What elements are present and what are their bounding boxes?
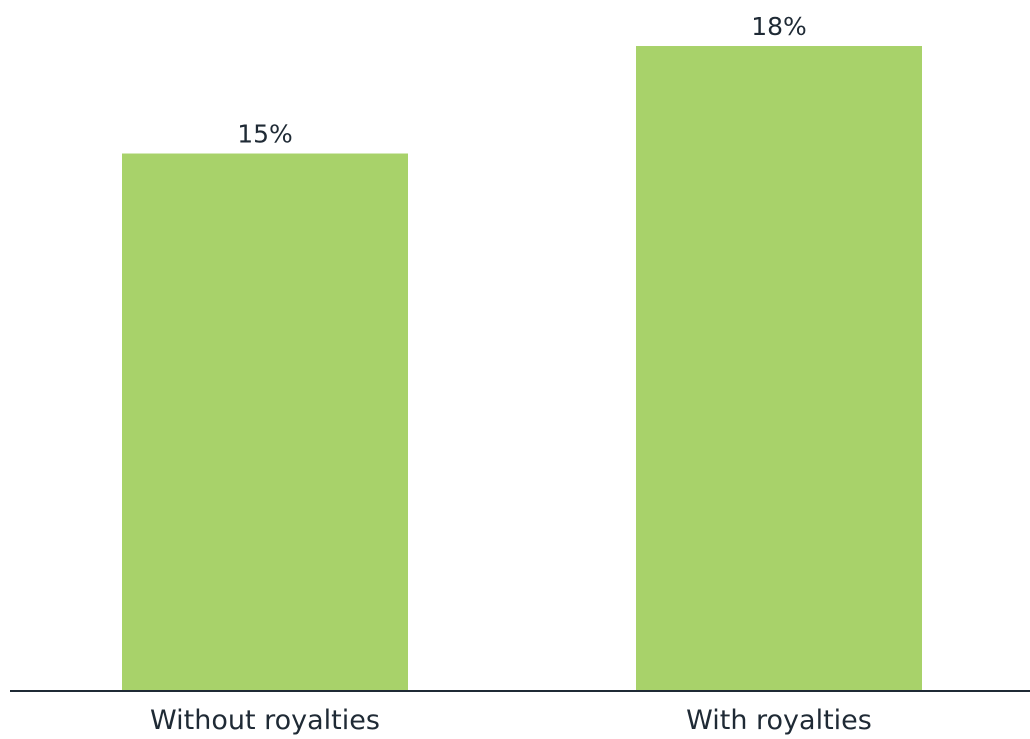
value-labels-group: 15% 18% [237, 12, 807, 148]
bar-1 [636, 46, 922, 691]
bar-value-label-1: 18% [751, 12, 807, 41]
bar-0 [122, 153, 408, 692]
bars-group [122, 46, 922, 692]
category-labels-group: Without royalties With royalties [150, 705, 872, 736]
category-label-1: With royalties [686, 705, 872, 736]
bar-value-label-0: 15% [237, 120, 293, 149]
category-label-0: Without royalties [150, 705, 380, 736]
